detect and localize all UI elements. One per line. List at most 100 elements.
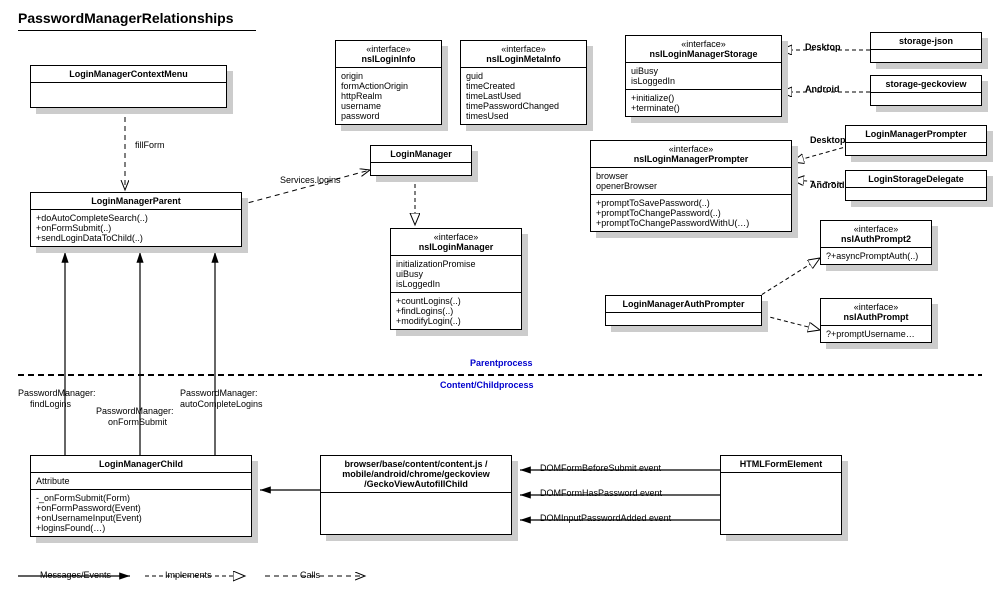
line: /GeckoViewAutofillChild [326,479,506,489]
box-parent: LoginManagerParent +doAutoCompleteSearch… [30,192,242,247]
method: +promptToChangePassword(..) [596,208,786,218]
authprompt2-head: «interface» nsIAuthPrompt2 [821,221,931,248]
storagegecko-name: storage-geckoview [871,76,981,93]
method: +onFormSubmit(..) [36,223,236,233]
attr: httpRealm [341,91,436,101]
loginmgr-name: LoginManager [371,146,471,163]
stereo: «interface» [631,39,776,49]
prompter-methods: +promptToSavePassword(..) +promptToChang… [591,195,791,231]
method: +doAutoCompleteSearch(..) [36,213,236,223]
method: +onFormPassword(Event) [36,503,246,513]
storage-methods: +initialize() +terminate() [626,90,781,116]
box-authprompt2: «interface» nsIAuthPrompt2 ?+asyncPrompt… [820,220,932,265]
box-nsiloginmgr: «interface» nsILoginManager initializati… [390,228,522,330]
label-domhaspw: DOMFormHasPassword event [540,488,662,498]
diagram-title: PasswordManagerRelationships [18,10,234,26]
name: nsILoginManagerPrompter [596,154,786,164]
label-child-process: Content/Childprocess [440,380,534,390]
empty-section [31,83,226,107]
label-findlogins-b: findLogins [30,399,71,409]
attr: isLoggedIn [396,279,516,289]
label-formsubmit-b: onFormSubmit [108,417,167,427]
label-autocomp-b: autoCompleteLogins [180,399,263,409]
box-prompter: «interface» nsILoginManagerPrompter brow… [590,140,792,232]
line: mobile/android/chrome/geckoview [326,469,506,479]
logininfo-head: «interface» nsILoginInfo [336,41,441,68]
storagedelegate-name: LoginStorageDelegate [846,171,986,188]
storage-head: «interface» nsILoginManagerStorage [626,36,781,63]
attr: origin [341,71,436,81]
empty [846,143,986,155]
method: +promptToSavePassword(..) [596,198,786,208]
box-storagegecko: storage-geckoview [870,75,982,106]
method: +onUsernameInput(Event) [36,513,246,523]
attr: uiBusy [631,66,776,76]
attr: initializationPromise [396,259,516,269]
name: nsILoginMetaInfo [466,54,581,64]
box-storagedelegate: LoginStorageDelegate [845,170,987,201]
name: nsIAuthPrompt2 [826,234,926,244]
line: browser/base/content/content.js / [326,459,506,469]
attr: timesUsed [466,111,581,121]
attr: username [341,101,436,111]
child-name: LoginManagerChild [31,456,251,473]
name: nsILoginManagerStorage [631,49,776,59]
stereo: «interface» [396,232,516,242]
label-fillform: fillForm [135,140,165,150]
legend-implements: Implements [165,570,212,580]
method: +modifyLogin(..) [396,316,516,326]
box-geckochild: browser/base/content/content.js / mobile… [320,455,512,535]
method: +terminate() [631,103,776,113]
attr: timeCreated [466,81,581,91]
attr: isLoggedIn [631,76,776,86]
stereo: «interface» [826,224,926,234]
empty [871,50,981,62]
geckochild-head: browser/base/content/content.js / mobile… [321,456,511,493]
nsiloginmgr-attrs: initializationPromise uiBusy isLoggedIn [391,256,521,293]
label-autocomp-a: PasswordManager: [180,388,258,398]
label-serviceslogins: Services.logins [280,175,341,185]
method: +loginsFound(…) [36,523,246,533]
nsiloginmgr-methods: +countLogins(..) +findLogins(..) +modify… [391,293,521,329]
empty [321,493,511,534]
method: +sendLoginDataToChild(..) [36,233,236,243]
child-methods: -_onFormSubmit(Form) +onFormPassword(Eve… [31,490,251,536]
attr: openerBrowser [596,181,786,191]
authprompt2-methods: ?+asyncPromptAuth(..) [821,248,931,264]
method: ?+asyncPromptAuth(..) [826,251,926,261]
label-desktop2: Desktop [810,135,846,145]
attr: formActionOrigin [341,81,436,91]
label-formsubmit-a: PasswordManager: [96,406,174,416]
stereo: «interface» [341,44,436,54]
empty [721,473,841,534]
method: +initialize() [631,93,776,103]
attr: guid [466,71,581,81]
legend-calls: Calls [300,570,320,580]
attr: timeLastUsed [466,91,581,101]
name: nsILoginManager [396,242,516,252]
htmlform-name: HTMLFormElement [721,456,841,473]
prompter-head: «interface» nsILoginManagerPrompter [591,141,791,168]
storage-attrs: uiBusy isLoggedIn [626,63,781,90]
attr: uiBusy [396,269,516,279]
label-android1: Android [805,84,840,94]
method: ?+promptUsername… [826,329,926,339]
label-android2: Android [810,180,845,190]
contextmenu-name: LoginManagerContextMenu [31,66,226,83]
lmauthprompter-name: LoginManagerAuthPrompter [606,296,761,313]
lmprompter-name: LoginManagerPrompter [846,126,986,143]
box-lmauthprompter: LoginManagerAuthPrompter [605,295,762,326]
method: +findLogins(..) [396,306,516,316]
parent-name: LoginManagerParent [31,193,241,210]
name: nsILoginInfo [341,54,436,64]
attr: password [341,111,436,121]
empty [871,93,981,105]
stereo: «interface» [826,302,926,312]
parent-methods: +doAutoCompleteSearch(..) +onFormSubmit(… [31,210,241,246]
box-contextmenu: LoginManagerContextMenu [30,65,227,108]
authprompt-methods: ?+promptUsername… [821,326,931,342]
box-authprompt: «interface» nsIAuthPrompt ?+promptUserna… [820,298,932,343]
method: +promptToChangePasswordWithU(…) [596,218,786,228]
loginmeta-attrs: guid timeCreated timeLastUsed timePasswo… [461,68,586,124]
stereo: «interface» [466,44,581,54]
